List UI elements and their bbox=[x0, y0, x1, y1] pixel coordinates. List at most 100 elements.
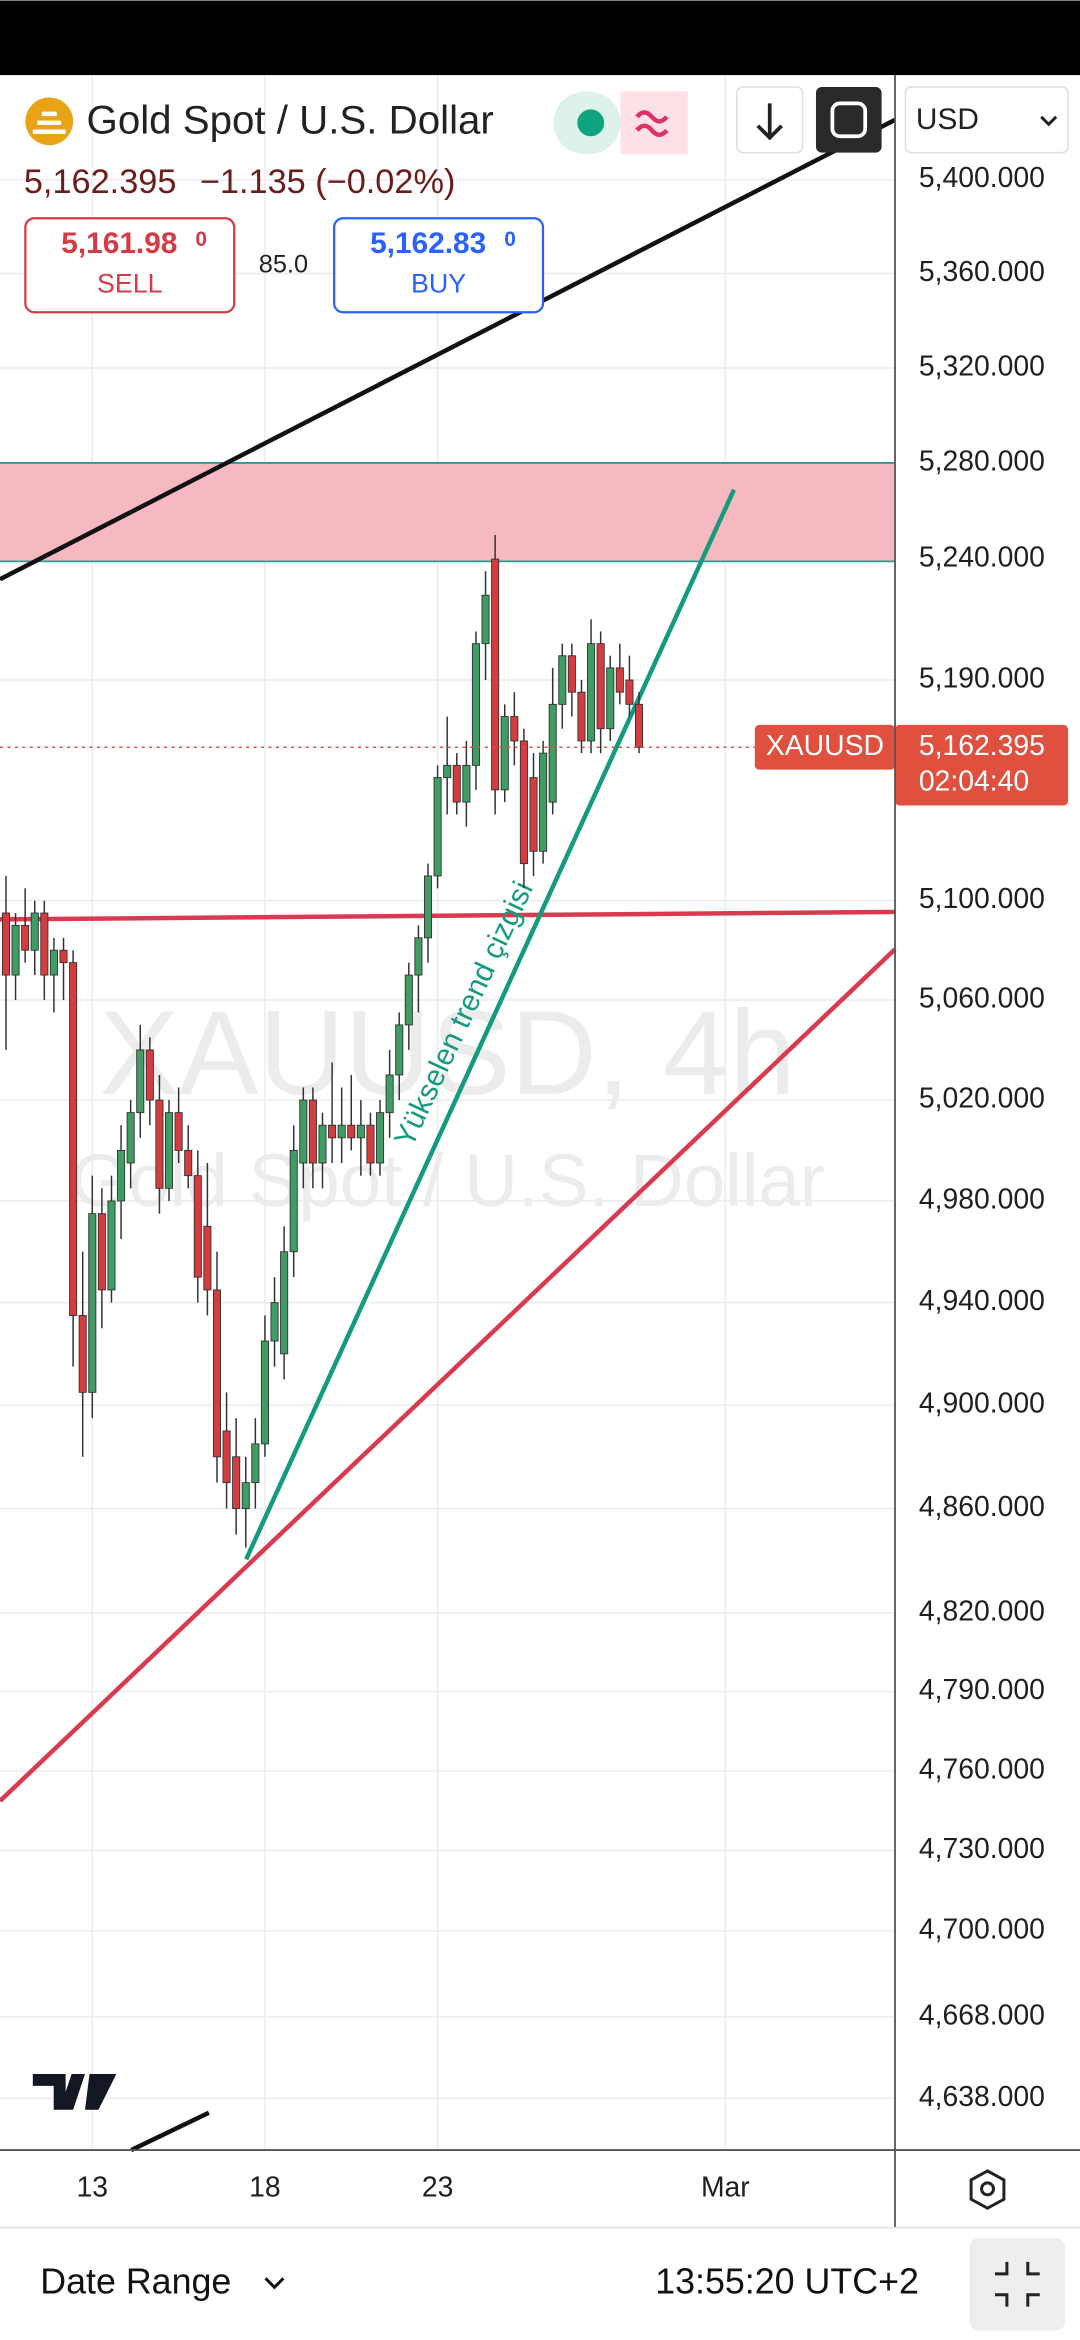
spread: 85.0 bbox=[259, 251, 308, 279]
candle-body bbox=[529, 777, 538, 852]
candle-body bbox=[270, 1302, 279, 1342]
candle-body bbox=[11, 924, 20, 976]
sell-label: SELL bbox=[97, 269, 163, 299]
candle-body bbox=[337, 1124, 346, 1139]
price-tag bbox=[895, 724, 1069, 806]
candle-body bbox=[625, 679, 634, 705]
y-tick-label: 4,760.000 bbox=[919, 1753, 1045, 1785]
buy-button[interactable] bbox=[333, 217, 545, 314]
candle-body bbox=[366, 1124, 375, 1164]
candle-body bbox=[481, 594, 490, 645]
candle-body bbox=[519, 740, 528, 865]
watermark-title: Gold Spot / U.S. Dollar bbox=[70, 1138, 824, 1222]
settings-icon bbox=[980, 2181, 995, 2197]
x-tick-label: 18 bbox=[249, 2171, 281, 2203]
tradingview-logo bbox=[32, 2073, 117, 2110]
candle-body bbox=[69, 962, 78, 1316]
candle-body bbox=[78, 1314, 87, 1393]
date-range[interactable]: Date Range bbox=[40, 2262, 231, 2302]
candle-body bbox=[548, 703, 557, 803]
x-tick-label: Mar bbox=[701, 2171, 750, 2203]
candle-body bbox=[184, 1149, 193, 1177]
candle-body bbox=[510, 716, 519, 742]
candle-body bbox=[136, 1049, 145, 1114]
candle-body bbox=[212, 1289, 222, 1458]
buy-label: BUY bbox=[411, 269, 466, 299]
chevron bbox=[264, 2277, 285, 2290]
expand-button[interactable] bbox=[969, 2238, 1066, 2331]
settings-button[interactable] bbox=[969, 2169, 1006, 2210]
last-price: 5,162.395 bbox=[24, 163, 177, 201]
y-tick-label: 4,820.000 bbox=[919, 1595, 1045, 1627]
candle-body bbox=[117, 1149, 126, 1202]
clock: 13:55:20 UTC+2 bbox=[655, 2262, 919, 2302]
y-tick-label: 5,280.000 bbox=[919, 446, 1045, 478]
status-bar bbox=[0, 0, 1080, 76]
candle-body bbox=[606, 667, 615, 730]
candle-body bbox=[318, 1124, 327, 1164]
countdown: 02:04:40 bbox=[919, 766, 1029, 798]
candle-body bbox=[587, 643, 596, 742]
trend-line bbox=[0, 947, 897, 1803]
candle-body bbox=[30, 912, 39, 951]
candle-body bbox=[289, 1149, 298, 1253]
trend-line bbox=[130, 2110, 210, 2153]
symbol-tag bbox=[754, 724, 896, 770]
candle-body bbox=[145, 1049, 154, 1101]
candle-body bbox=[385, 1074, 394, 1114]
y-tick-label: 4,900.000 bbox=[919, 1388, 1045, 1420]
candle-body bbox=[634, 703, 644, 748]
candle-body bbox=[232, 1456, 241, 1510]
y-tick-label: 4,790.000 bbox=[919, 1674, 1045, 1706]
wave-icon bbox=[635, 110, 669, 137]
candle-body bbox=[222, 1430, 231, 1484]
candle-body bbox=[404, 974, 413, 1026]
trend-line bbox=[0, 117, 897, 582]
y-tick-label: 4,730.000 bbox=[919, 1833, 1045, 1865]
y-tick-label: 5,240.000 bbox=[919, 542, 1045, 574]
fullscreen-button[interactable] bbox=[815, 87, 882, 153]
candle-body bbox=[376, 1112, 385, 1164]
header: Gold Spot / U.S. Dollar USD 5,162.395 −1… bbox=[24, 86, 1069, 314]
candle-body bbox=[126, 1112, 135, 1164]
candle-body bbox=[443, 764, 452, 779]
currency-select[interactable] bbox=[904, 86, 1069, 154]
indicator-pill[interactable] bbox=[620, 91, 688, 155]
y-tick-label: 4,940.000 bbox=[919, 1285, 1045, 1317]
candle-body bbox=[107, 1200, 116, 1291]
y-tick-label: 5,190.000 bbox=[919, 663, 1045, 695]
candle-body bbox=[577, 691, 586, 742]
candle-body bbox=[88, 1213, 97, 1393]
y-tick-label: 5,400.000 bbox=[919, 162, 1045, 194]
y-tick-label: 4,700.000 bbox=[919, 1913, 1045, 1945]
download-icon bbox=[756, 103, 783, 141]
sell-price-sub: 0 bbox=[195, 228, 207, 251]
support-line bbox=[0, 909, 896, 922]
price-tag-label: 5,162.395 bbox=[919, 730, 1045, 762]
candle-body bbox=[59, 949, 68, 964]
market-dot bbox=[577, 109, 605, 137]
candle-body bbox=[356, 1124, 365, 1139]
resistance-zone bbox=[0, 462, 896, 562]
candle-body bbox=[452, 764, 461, 803]
candle-body bbox=[328, 1124, 337, 1139]
y-tick-label: 5,060.000 bbox=[919, 982, 1045, 1014]
price-change: −1.135 (−0.02%) bbox=[200, 163, 456, 201]
x-tick-label: 23 bbox=[422, 2171, 454, 2203]
symbol-title: Gold Spot / U.S. Dollar bbox=[87, 97, 494, 142]
candle-body bbox=[471, 643, 480, 766]
sell-button[interactable] bbox=[24, 217, 236, 314]
candle-body bbox=[423, 875, 433, 939]
y-tick-label: 4,980.000 bbox=[919, 1183, 1045, 1215]
candle-body bbox=[347, 1124, 356, 1139]
candles bbox=[1, 535, 644, 1548]
chevron bbox=[1040, 115, 1058, 127]
candle-body bbox=[49, 949, 58, 976]
x-tick-label: 13 bbox=[77, 2171, 109, 2203]
candle-body bbox=[21, 924, 30, 951]
buy-price-sub: 0 bbox=[504, 228, 516, 251]
candle-body bbox=[97, 1213, 106, 1291]
candle-body bbox=[308, 1099, 317, 1164]
